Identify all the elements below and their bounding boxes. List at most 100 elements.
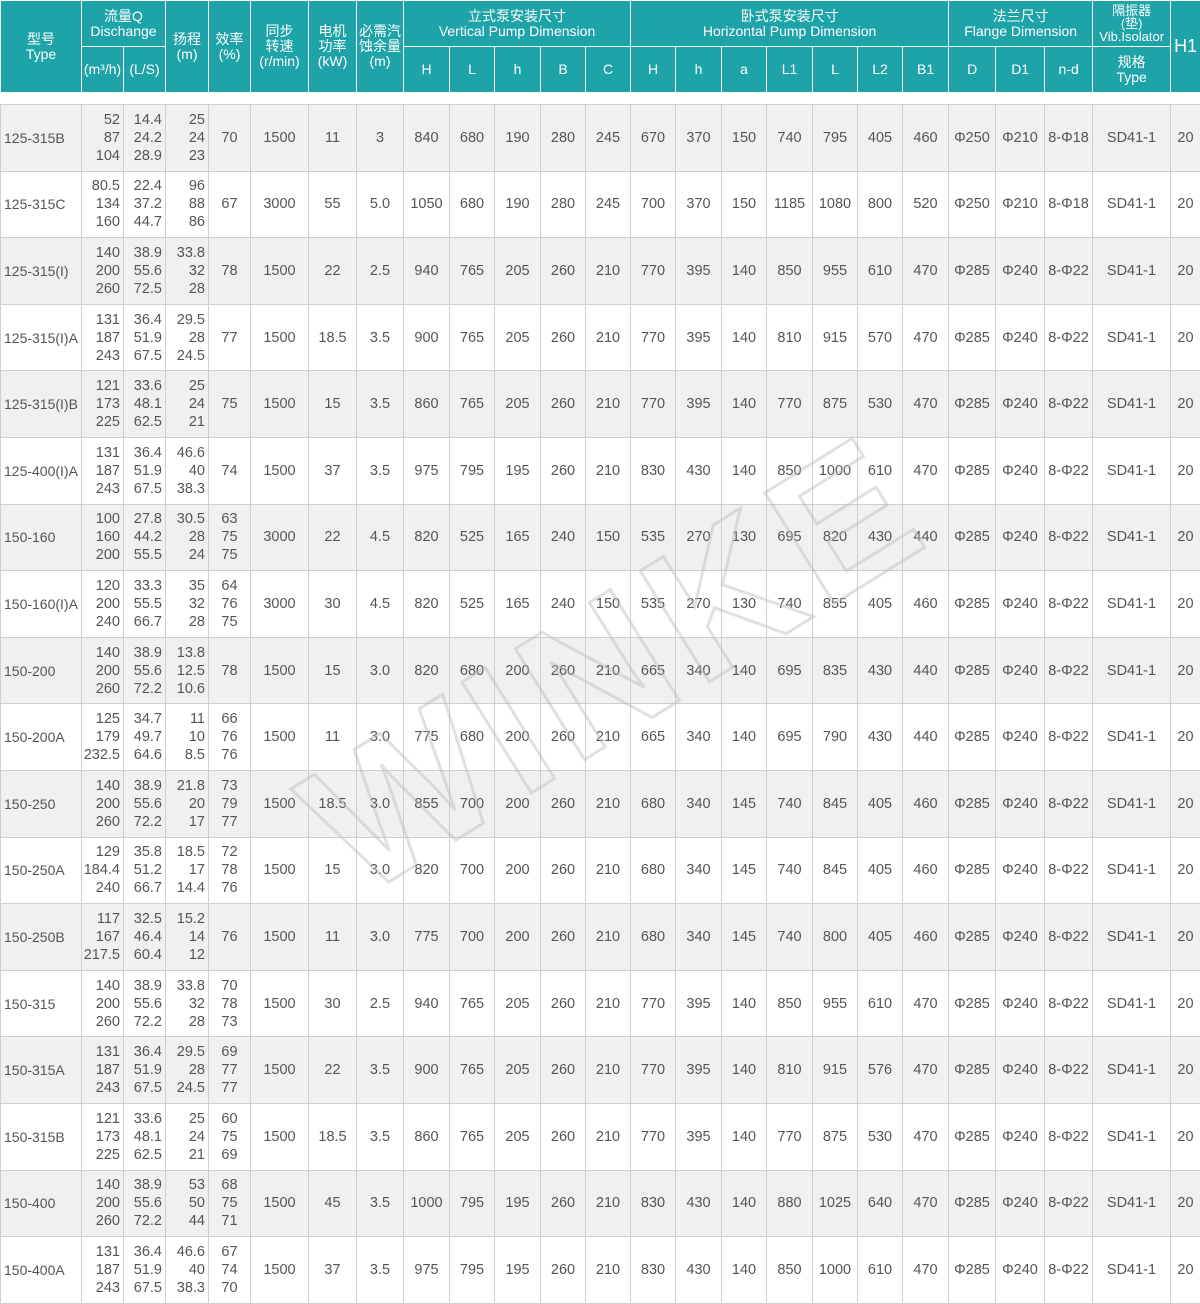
cell-npsh: 3.5 [356,1102,404,1171]
cell-isolator-type: SD41-1 [1092,969,1171,1038]
cell-h-a: 140 [721,969,767,1038]
cell-h-B1: 470 [902,370,949,438]
cell-h-L1: 740 [766,570,813,638]
cell-isolator-type: SD41-1 [1092,636,1171,705]
cell-speed: 1500 [250,370,309,438]
header-h-L: L [812,46,859,93]
cell-flange-D1: Φ240 [995,969,1045,1038]
cell-q-m3h: 52 87 104 [81,104,124,172]
header-q-ls: (L/S) [123,46,166,93]
cell-h-B1: 470 [902,1169,949,1238]
cell-v-H: 975 [403,1236,450,1304]
table-row: 150-315A 131 187 243 36.4 51.9 67.5 29.5 28… [0,1036,1200,1104]
cell-q-ls: 38.9 55.6 72.2 [123,769,166,838]
cell-h-L2: 610 [857,436,903,505]
cell-npsh: 3.5 [356,1036,404,1104]
cell-h-L: 1025 [812,1169,858,1238]
cell-h-B1: 460 [902,903,949,971]
cell-h-L: 835 [812,636,858,705]
cell-h-L: 1080 [812,170,858,239]
cell-speed: 1500 [250,769,309,838]
cell-h-L: 790 [812,703,858,771]
cell-h-h: 270 [675,570,722,638]
cell-power: 18.5 [308,303,357,372]
cell-isolator-type: SD41-1 [1092,1169,1171,1238]
cell-speed: 1500 [250,703,309,771]
cell-v-h: 190 [494,170,541,239]
cell-v-C: 210 [585,370,631,438]
cell-flange-nd: 8-Φ22 [1044,769,1093,838]
cell-head: 29.5 28 24.5 [165,1036,209,1104]
cell-h-B1: 470 [902,1102,949,1171]
cell-q-m3h: 140 200 260 [81,769,124,838]
cell-h1: 20 [1170,104,1200,172]
cell-h-a: 145 [721,769,767,838]
cell-v-B: 260 [540,1169,586,1238]
cell-v-H: 820 [403,636,450,705]
cell-v-h: 205 [494,1036,541,1104]
cell-h-L2: 430 [857,503,903,572]
cell-efficiency: 64 76 75 [208,570,251,638]
cell-q-m3h: 140 200 260 [81,969,124,1038]
cell-v-C: 210 [585,836,631,905]
cell-flange-nd: 8-Φ18 [1044,104,1093,172]
cell-v-B: 260 [540,836,586,905]
cell-type: 125-315(I) [0,237,82,305]
cell-v-L: 765 [449,1036,495,1104]
cell-type: 150-250B [0,903,82,971]
cell-flange-D: Φ285 [948,903,996,971]
cell-isolator-type: SD41-1 [1092,836,1171,905]
header-speed: 同步 转速 (r/min) [250,0,309,93]
cell-h-L1: 770 [766,1102,813,1171]
cell-q-m3h: 131 187 243 [81,1036,124,1104]
cell-q-m3h: 140 200 260 [81,636,124,705]
cell-q-m3h: 117 167 217.5 [81,903,124,971]
cell-power: 15 [308,370,357,438]
cell-v-B: 260 [540,436,586,505]
cell-q-ls: 36.4 51.9 67.5 [123,303,166,372]
cell-flange-nd: 8-Φ22 [1044,1236,1093,1304]
table-row: 150-400A 131 187 243 36.4 51.9 67.5 46.6 40… [0,1236,1200,1304]
cell-h-B1: 470 [902,1236,949,1304]
cell-v-B: 260 [540,703,586,771]
cell-efficiency: 73 79 77 [208,769,251,838]
cell-h1: 20 [1170,303,1200,372]
cell-h-H: 665 [630,703,676,771]
cell-flange-nd: 8-Φ22 [1044,836,1093,905]
cell-flange-D1: Φ240 [995,703,1045,771]
table-row: 125-315(I) 140 200 260 38.9 55.6 72.5 33.8 … [0,237,1200,305]
cell-h-h: 340 [675,836,722,905]
cell-type: 125-315(I)B [0,370,82,438]
cell-v-B: 260 [540,237,586,305]
cell-v-H: 820 [403,836,450,905]
cell-h-h: 370 [675,170,722,239]
cell-v-L: 700 [449,903,495,971]
cell-efficiency: 70 78 73 [208,969,251,1038]
spec-table-body: 125-315B 52 87 104 14.4 24.2 28.9 25 24 23 7… [0,104,1200,1304]
cell-q-ls: 27.8 44.2 55.5 [123,503,166,572]
cell-h-L: 855 [812,570,858,638]
cell-h-h: 395 [675,1036,722,1104]
cell-h-h: 270 [675,503,722,572]
cell-isolator-type: SD41-1 [1092,104,1171,172]
cell-h1: 20 [1170,1169,1200,1238]
cell-v-H: 820 [403,503,450,572]
cell-h-H: 680 [630,836,676,905]
cell-v-B: 240 [540,570,586,638]
cell-flange-D1: Φ240 [995,503,1045,572]
cell-h-h: 340 [675,636,722,705]
cell-v-C: 210 [585,769,631,838]
header-v-C: C [584,46,632,93]
cell-h-h: 395 [675,303,722,372]
cell-v-B: 240 [540,503,586,572]
cell-v-h: 205 [494,969,541,1038]
header-h-H: H [630,46,677,93]
table-row: 125-315(I)A 131 187 243 36.4 51.9 67.5 29.5… [0,303,1200,372]
table-row: 150-250B 117 167 217.5 32.5 46.4 60.4 15.2 … [0,903,1200,971]
cell-v-C: 150 [585,503,631,572]
cell-h-L: 875 [812,370,858,438]
cell-type: 150-400 [0,1169,82,1238]
cell-efficiency: 67 74 70 [208,1236,251,1304]
cell-power: 37 [308,1236,357,1304]
cell-h-L2: 640 [857,1169,903,1238]
